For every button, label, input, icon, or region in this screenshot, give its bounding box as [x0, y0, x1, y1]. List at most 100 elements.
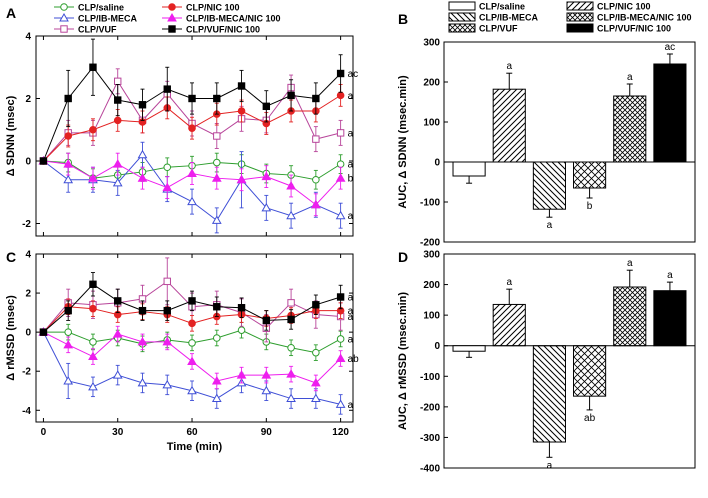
panel-a-point	[211, 173, 222, 182]
panel-a-point	[137, 173, 148, 182]
panel-b-sig-label: b	[587, 201, 593, 212]
panel-c-point	[112, 329, 123, 338]
panel-c-point	[138, 306, 147, 315]
panel-a-point	[261, 171, 272, 181]
panel-a-point	[312, 94, 320, 103]
panel-a-series-2: a	[39, 68, 354, 165]
panel-d-ytick-label: 100	[423, 311, 440, 322]
panel-a-ytick-label: 2	[25, 94, 31, 105]
bar-legend-label: CLP/VUF	[479, 24, 518, 34]
panel-a-end-label: a	[348, 211, 354, 222]
panel-a-series-4: b	[38, 152, 354, 217]
panel-c-point	[287, 343, 295, 352]
panel-c-xlabel: Time (min)	[167, 441, 223, 453]
panel-letter-a: A	[6, 5, 16, 21]
panel-d-bar-chart: -400 -300 -200 -100 0 100 200 300 AUC, Δ rMSSD (…	[397, 250, 696, 475]
panel-letter-c: C	[6, 249, 16, 265]
panel-a-point	[336, 160, 345, 168]
panel-b-bar	[452, 161, 486, 177]
panel-c-point	[237, 304, 246, 312]
panel-a-ytick-label: -2	[22, 219, 31, 230]
panel-a-point	[39, 157, 48, 165]
panel-c-ytick-label: -4	[22, 406, 31, 417]
panel-a-point	[89, 125, 97, 134]
line-legend-label: CLP/IB-MECA/NIC 100	[186, 13, 281, 23]
panel-c-point	[212, 334, 221, 342]
panel-a-point	[237, 107, 246, 115]
panel-a-point	[63, 174, 74, 184]
panel-a-point	[63, 159, 74, 168]
panel-a-end-label: ac	[348, 69, 359, 80]
panel-a-point	[64, 132, 72, 140]
panel-c-point	[188, 319, 196, 328]
panel-a-point	[187, 168, 197, 177]
panel-c-point	[335, 399, 346, 408]
panel-a-end-label: a	[348, 128, 354, 139]
panel-c-end-label: a	[348, 312, 354, 323]
line-legend-marker	[167, 12, 177, 22]
panel-c-point	[211, 393, 222, 403]
panel-a-series-1: a	[38, 141, 354, 234]
panel-a-point	[163, 163, 172, 172]
panel-b-sig-label: a	[627, 72, 633, 83]
panel-letter-d: D	[398, 249, 408, 265]
panel-a-point	[261, 202, 272, 212]
panel-b-ylabel: AUC, Δ SDNN (msec.min)	[397, 75, 409, 209]
panel-a-point	[89, 63, 97, 71]
panel-c-point	[39, 328, 48, 336]
panel-d-bar	[532, 345, 566, 443]
panel-a-point	[163, 85, 171, 93]
panel-b-frame	[443, 41, 696, 243]
panel-c-point	[163, 277, 171, 286]
panel-c-point	[187, 356, 197, 365]
panel-d-ytick-label: -300	[420, 433, 440, 444]
line-legend-marker	[60, 25, 68, 33]
panel-a-point	[187, 196, 197, 206]
panel-d-ytick-label: 300	[423, 250, 440, 261]
bar-legend-label: CLP/IB-MECA	[479, 13, 538, 23]
panel-c-point	[89, 280, 97, 288]
panel-a-point	[188, 94, 196, 103]
panel-c-point	[261, 385, 272, 395]
panel-a-point	[312, 175, 320, 184]
panel-letter-b: B	[398, 11, 408, 27]
panel-d-sig-label: a	[547, 460, 553, 471]
panel-b-ytick-label: 200	[423, 78, 440, 89]
panel-c-series-5: a	[39, 272, 354, 336]
panel-d-ytick-label: -200	[420, 402, 440, 413]
bar-legend-swatch	[448, 12, 476, 22]
panel-c-ytick-label: 2	[25, 289, 31, 300]
panel-a-end-label: b	[348, 174, 354, 185]
line-legend-label: CLP/VUF	[78, 24, 117, 34]
panel-c-point	[188, 297, 196, 305]
panel-a-point	[336, 69, 345, 78]
panel-c-point	[88, 351, 98, 361]
panel-c-point	[114, 297, 122, 305]
panel-c-frame	[35, 253, 354, 423]
panel-c-end-label: a	[348, 306, 354, 317]
panel-b-bar	[653, 63, 687, 163]
panel-c-line-chart: -4 -2 0 2 4 0 30 60 90 120 Δ rMSSD (msec) Time (min…	[5, 250, 359, 454]
panel-c-point	[162, 336, 173, 346]
panel-c-point	[163, 306, 171, 315]
panel-b-sig-label: a	[506, 61, 512, 72]
panel-a-point	[310, 199, 321, 209]
panel-c-point	[63, 375, 74, 385]
panel-a-point	[137, 149, 148, 159]
panel-b-ytick-label: 0	[434, 158, 440, 169]
panel-b-ytick-label: -200	[420, 238, 440, 249]
panel-c-point	[236, 370, 247, 379]
panel-c-point	[137, 377, 148, 387]
panel-c-point	[286, 369, 296, 378]
panel-a-point	[64, 94, 72, 103]
panel-c-point	[63, 339, 74, 349]
bar-legend-swatch	[448, 1, 476, 11]
panel-c-point	[137, 336, 148, 346]
panel-c-point	[211, 375, 222, 385]
panel-c-point	[188, 339, 196, 347]
panel-c-xtick-label: 60	[186, 427, 198, 438]
panel-c-point	[312, 348, 320, 357]
panel-c-series-4: ab	[38, 325, 359, 392]
